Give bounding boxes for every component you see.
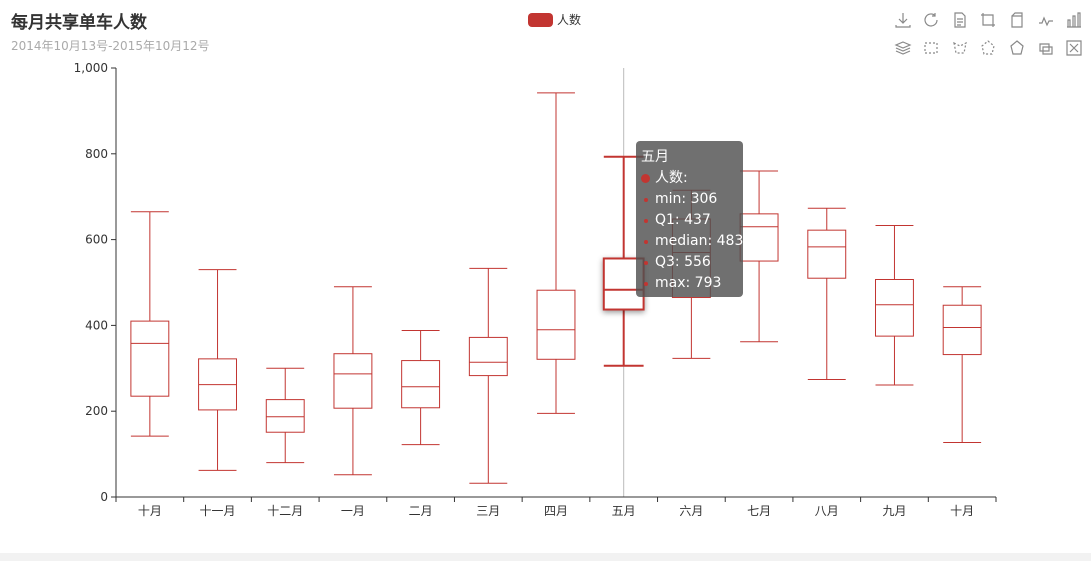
toolbox — [891, 10, 1091, 66]
box-iqr — [807, 229, 847, 279]
tooltip-value-dot — [644, 260, 648, 265]
tooltip-series-dot — [641, 174, 650, 183]
box-iqr — [401, 360, 441, 409]
box-iqr — [739, 213, 779, 262]
x-tick-label: 七月 — [747, 504, 771, 518]
box-0[interactable] — [130, 211, 170, 437]
tooltip: 五月 人数: min: 306 Q1: 437 median: 483 Q3: 556… — [636, 141, 743, 297]
tooltip-value-dot — [644, 239, 648, 244]
tooltip-value-text: Q1: 437 — [655, 212, 711, 228]
rect-select-icon[interactable] — [920, 38, 944, 58]
clear-select-icon[interactable] — [1034, 38, 1058, 58]
tooltip-value-row: Q3: 556 — [641, 252, 738, 273]
polygon-select-icon[interactable] — [977, 38, 1001, 58]
fullscreen-icon[interactable] — [1062, 38, 1086, 58]
tooltip-value-text: Q3: 556 — [655, 254, 711, 270]
box-1[interactable] — [198, 269, 237, 471]
chart-title: 每月共享单车人数 — [11, 13, 147, 33]
box-iqr — [265, 399, 305, 433]
chart-subtitle: 2014年10月13号-2015年10月12号 — [11, 39, 210, 53]
y-tick-label: 0 — [100, 490, 108, 504]
data-view-icon[interactable] — [948, 10, 972, 30]
x-tick-label: 十月 — [138, 504, 162, 518]
legend-swatch — [528, 12, 553, 27]
x-tick-label: 八月 — [815, 504, 839, 518]
y-tick-label: 800 — [85, 147, 108, 161]
tooltip-value-text: max: 793 — [655, 275, 722, 291]
box-4[interactable] — [401, 330, 441, 446]
tooltip-value-row: max: 793 — [641, 273, 738, 294]
tooltip-value-row: Q1: 437 — [641, 210, 738, 231]
toolbox-row — [891, 38, 1091, 58]
box-iqr — [536, 289, 576, 360]
x-tick-label: 九月 — [882, 504, 906, 518]
tooltip-series-row: 人数: — [641, 168, 738, 189]
x-tick-label: 十月 — [950, 504, 974, 518]
box-11[interactable] — [875, 224, 914, 386]
x-tick-label: 二月 — [409, 504, 433, 518]
refresh-icon[interactable] — [920, 10, 944, 30]
tooltip-value-row: median: 483 — [641, 231, 743, 252]
bar-chart-icon[interactable] — [1062, 10, 1086, 30]
y-tick-label: 400 — [85, 318, 108, 332]
line-chart-icon[interactable] — [1034, 10, 1058, 30]
box-5[interactable] — [468, 267, 508, 484]
y-tick-label: 600 — [85, 233, 108, 247]
box-9[interactable] — [739, 170, 779, 343]
box-iqr — [130, 320, 170, 397]
legend-item[interactable]: 人数 — [528, 11, 581, 28]
box-iqr — [875, 278, 914, 337]
legend-label: 人数 — [557, 13, 582, 27]
box-iqr — [468, 336, 508, 377]
tooltip-value-text: median: 483 — [655, 233, 744, 249]
tooltip-value-dot — [644, 197, 648, 202]
tooltip-value-text: min: 306 — [655, 191, 718, 207]
box-iqr — [942, 304, 982, 356]
tooltip-value-dot — [644, 281, 648, 286]
tooltip-series-name: 人数: — [655, 170, 688, 186]
x-tick-label: 四月 — [544, 504, 568, 518]
bottom-strip — [0, 553, 1091, 561]
tooltip-category: 五月 — [641, 149, 669, 165]
stack-icon[interactable] — [891, 38, 915, 58]
box-2[interactable] — [265, 367, 305, 464]
box-iqr — [333, 353, 373, 409]
zoom-icon[interactable] — [977, 10, 1001, 30]
box-6[interactable] — [536, 92, 576, 414]
box-3[interactable] — [333, 286, 373, 476]
y-tick-label: 1,000 — [74, 61, 108, 75]
tooltip-value-dot — [644, 218, 648, 223]
download-icon[interactable] — [891, 10, 915, 30]
zoom-reset-icon[interactable] — [1005, 10, 1029, 30]
x-tick-label: 五月 — [612, 504, 636, 518]
box-12[interactable] — [942, 286, 982, 444]
x-tick-label: 三月 — [476, 504, 500, 518]
x-tick-label: 一月 — [341, 504, 365, 518]
y-tick-label: 200 — [85, 404, 108, 418]
tooltip-value-row: min: 306 — [641, 189, 738, 210]
x-tick-label: 六月 — [679, 504, 703, 518]
keep-select-icon[interactable] — [1005, 38, 1029, 58]
x-tick-label: 十二月 — [267, 504, 303, 518]
lasso-select-icon[interactable] — [948, 38, 972, 58]
x-tick-label: 十一月 — [200, 504, 236, 518]
tooltip-values: min: 306 Q1: 437 median: 483 Q3: 556 max: 79… — [641, 189, 743, 294]
toolbox-row — [891, 10, 1091, 30]
box-10[interactable] — [807, 207, 847, 380]
